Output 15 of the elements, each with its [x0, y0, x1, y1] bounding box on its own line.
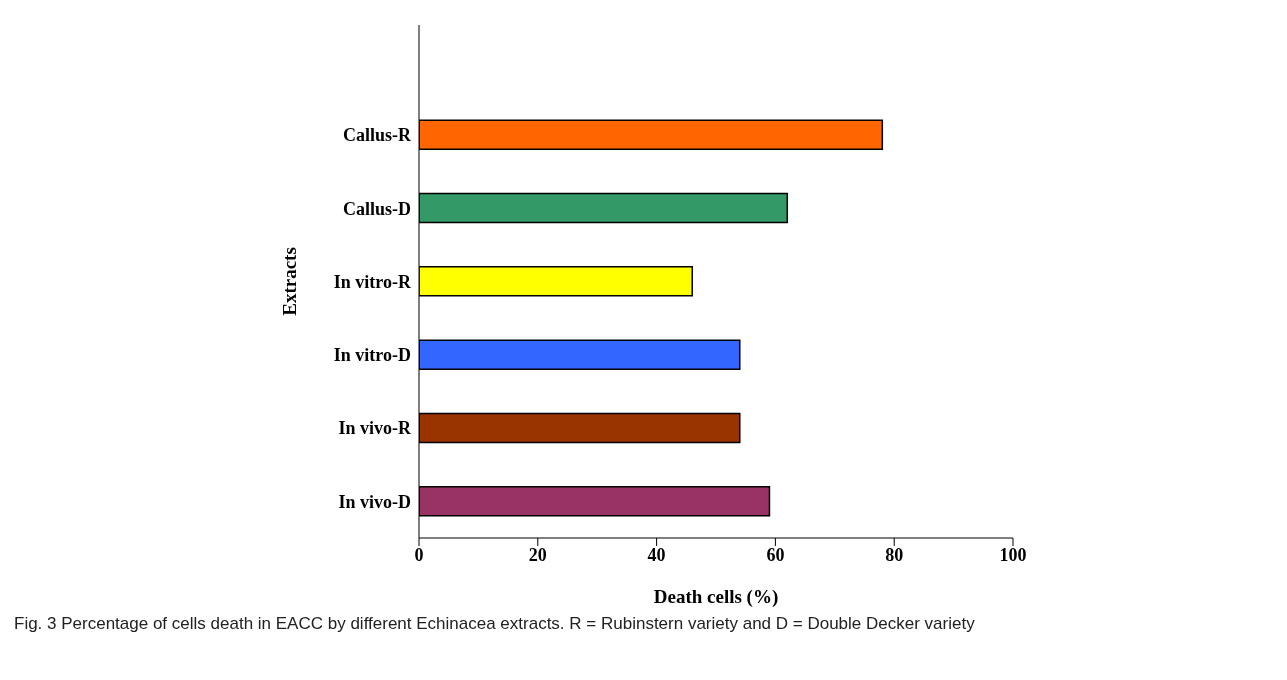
x-tick-label: 100 [999, 544, 1027, 565]
x-tick-label: 0 [414, 544, 424, 565]
y-tick-label: Callus-D [342, 198, 411, 219]
y-tick-label: In vivo-R [338, 418, 412, 439]
x-tick-label: 40 [647, 544, 666, 565]
y-tick-label: In vitro-R [333, 271, 412, 292]
x-tick-label: 20 [528, 544, 547, 565]
x-tick-label: 60 [766, 544, 785, 565]
y-tick-label: Callus-R [342, 125, 412, 146]
caption: Fig. 3 Percentage of cells death in EACC by different Echinacea extracts. R = Rubinstern variety and D = Double Decker variety [14, 614, 975, 634]
y-tick-label: In vitro-D [333, 345, 411, 366]
y-axis-title: Extracts [278, 247, 300, 316]
y-tick-label: In vivo-D [338, 491, 411, 512]
x-tick-label: 80 [885, 544, 904, 565]
x-axis-title: Death cells (%) [653, 586, 779, 608]
